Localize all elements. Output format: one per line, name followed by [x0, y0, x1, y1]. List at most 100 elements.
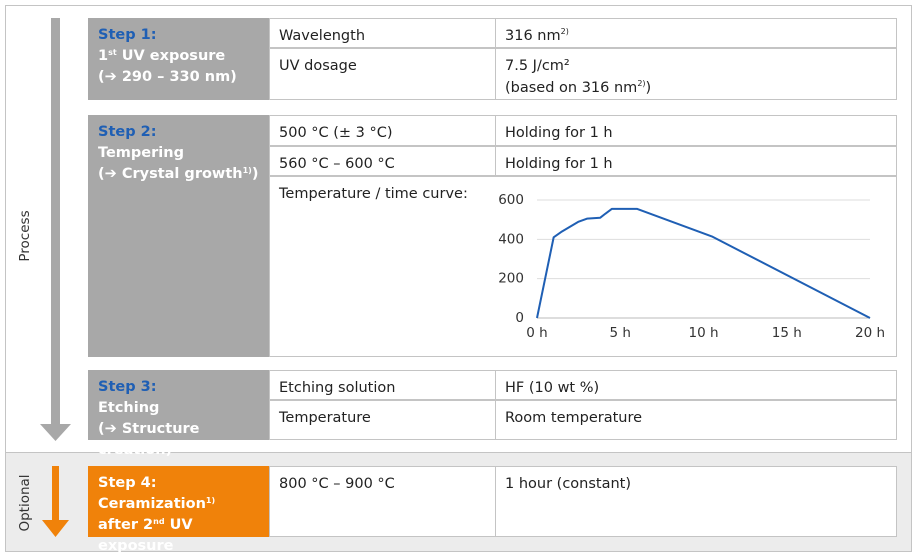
- text: Wavelength: [279, 28, 366, 44]
- text: Temperature: [279, 410, 371, 426]
- text: 560 °C – 600 °C: [279, 156, 395, 172]
- text: Holding for 1 h: [505, 156, 613, 172]
- line: Etching: [98, 398, 260, 419]
- line: Room temperature: [505, 407, 887, 429]
- line: HF (10 wt %): [505, 377, 887, 399]
- text: Ceramization: [98, 496, 206, 512]
- line: 1st UV exposure: [98, 46, 260, 67]
- line: UV dosage: [279, 55, 486, 77]
- step-label: Step 1: 1st UV exposure (➔ 290 – 330 nm): [88, 18, 270, 100]
- line: 560 °C – 600 °C: [279, 153, 486, 175]
- x-tick-label: 5 h: [610, 325, 631, 341]
- y-tick-label: 600: [498, 192, 524, 208]
- cell: 1 hour (constant): [495, 466, 897, 537]
- text: 316 nm: [505, 28, 561, 44]
- process-label: Process: [17, 210, 33, 261]
- text: 800 °C – 900 °C: [279, 476, 395, 492]
- line: 800 °C – 900 °C: [279, 473, 486, 495]
- text: UV dosage: [279, 58, 357, 74]
- step-title: Step 1:: [98, 27, 157, 43]
- superscript: 1): [205, 496, 216, 505]
- text: (➔ Structure creation): [98, 421, 200, 458]
- step-title: Step 2:: [98, 124, 157, 140]
- text: UV exposure: [98, 517, 193, 554]
- line: Etching solution: [279, 377, 486, 399]
- line: Temperature: [279, 407, 486, 429]
- cell: Temperature: [269, 400, 496, 440]
- text: HF (10 wt %): [505, 380, 600, 396]
- superscript: st: [108, 48, 117, 57]
- text: Etching solution: [279, 380, 396, 396]
- line: 500 °C (± 3 °C): [279, 122, 486, 144]
- x-tick-label: 0 h: [526, 325, 547, 341]
- step-label: Step 2: Tempering (➔ Crystal growth1)): [88, 115, 270, 357]
- text: 1 hour (constant): [505, 476, 632, 492]
- line: 1 hour (constant): [505, 473, 887, 495]
- x-tick-label: 10 h: [688, 325, 718, 341]
- cell: 316 nm2): [495, 18, 897, 48]
- text: (➔ Crystal growth: [98, 166, 243, 182]
- optional-arrowhead: [42, 520, 69, 537]
- cell: Etching solution: [269, 370, 496, 400]
- text: Tempering: [98, 145, 184, 161]
- text: Etching: [98, 400, 160, 416]
- text: ): [251, 166, 259, 182]
- x-tick-label: 20 h: [855, 325, 885, 341]
- optional-label: Optional: [17, 474, 33, 531]
- x-tick-label: 15 h: [772, 325, 802, 341]
- line: [536, 207, 871, 319]
- cell: 500 °C (± 3 °C): [269, 115, 496, 146]
- line: (➔ Crystal growth1)): [98, 164, 260, 185]
- text: after 2: [98, 517, 154, 533]
- cell: Room temperature: [495, 400, 897, 440]
- line: Temperature / time curve:: [279, 183, 887, 205]
- step-title: Step 3:: [98, 379, 157, 395]
- cell: 7.5 J/cm² (based on 316 nm2)): [495, 48, 897, 100]
- cell: Wavelength: [269, 18, 496, 48]
- line: (based on 316 nm2)): [505, 77, 887, 99]
- optional-arrow: [52, 466, 59, 521]
- superscript: 2): [560, 27, 569, 36]
- frame: [5, 5, 912, 552]
- cell: HF (10 wt %): [495, 370, 897, 400]
- cell: Holding for 1 h: [495, 115, 897, 146]
- step-label: Step 4: Ceramization1) after 2nd UV exposu…: [88, 466, 270, 554]
- text: ): [645, 80, 652, 96]
- line: (➔ 290 – 330 nm): [98, 67, 260, 88]
- text: 7.5 J/cm²: [505, 58, 570, 74]
- line: Ceramization1): [98, 494, 260, 515]
- cell: Temperature / time curve:: [269, 176, 897, 357]
- line: 7.5 J/cm²: [505, 55, 887, 77]
- line: Holding for 1 h: [505, 122, 887, 144]
- line: Holding for 1 h: [505, 153, 887, 175]
- cell: 800 °C – 900 °C: [269, 466, 496, 537]
- text: Holding for 1 h: [505, 125, 613, 141]
- line: Tempering: [98, 143, 260, 164]
- superscript: 1): [242, 166, 252, 175]
- line: (➔ Structure creation): [98, 419, 260, 461]
- step-label: Step 3: Etching (➔ Structure creation): [88, 370, 270, 458]
- text: (based on 316 nm: [505, 80, 638, 96]
- y-tick-label: 200: [498, 271, 524, 287]
- text: UV exposure: [116, 48, 226, 64]
- process-arrowhead: [40, 424, 71, 441]
- cell: UV dosage: [269, 48, 496, 100]
- superscript: 2): [637, 79, 646, 88]
- cell: 560 °C – 600 °C: [269, 146, 496, 176]
- text: 500 °C (± 3 °C): [279, 125, 393, 141]
- line: after 2nd UV exposure: [98, 515, 260, 557]
- text: Temperature / time curve:: [279, 186, 468, 202]
- text: (➔ 290 – 330 nm): [98, 69, 237, 85]
- superscript: nd: [153, 517, 165, 526]
- text: Room temperature: [505, 410, 643, 426]
- line: Wavelength: [279, 25, 486, 47]
- y-tick-label: 0: [515, 310, 524, 326]
- cell: Holding for 1 h: [495, 146, 897, 176]
- process-arrow: [51, 18, 60, 425]
- text: 1: [98, 48, 109, 64]
- y-tick-label: 400: [498, 231, 524, 247]
- step-title: Step 4:: [98, 475, 157, 491]
- line: 316 nm2): [505, 25, 887, 47]
